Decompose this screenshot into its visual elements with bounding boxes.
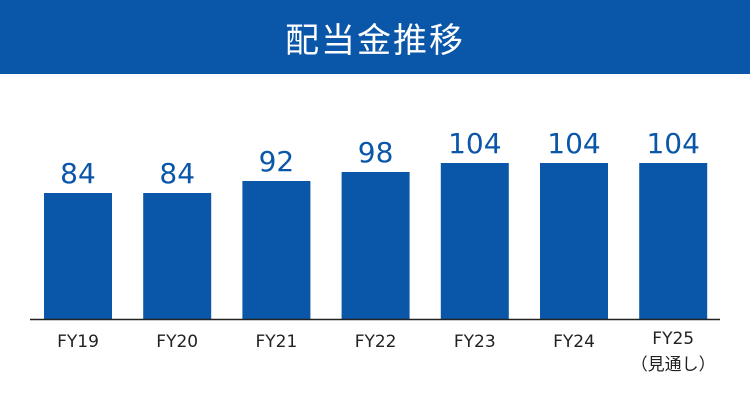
bars-group [44, 163, 708, 319]
bar-fy21 [242, 181, 311, 319]
bar-fy25 [639, 163, 708, 319]
tick-label-fy24: FY24 [553, 332, 595, 352]
tick-label-fy23: FY23 [454, 332, 496, 352]
value-label-fy19: 84 [60, 157, 96, 190]
chart-title: 配当金推移 [285, 20, 465, 61]
tick-labels-group: FY19 FY20 FY21 FY22 FY23 FY24 FY25 （見通し） [57, 329, 716, 375]
bar-fy22 [341, 172, 410, 319]
value-label-fy22: 98 [358, 136, 394, 169]
value-label-fy23: 104 [448, 127, 501, 160]
value-label-fy25: 104 [646, 127, 699, 160]
title-bar: 配当金推移 [0, 0, 750, 74]
bar-fy24 [540, 163, 608, 319]
bar-fy19 [44, 193, 112, 319]
tick-label-fy22: FY22 [355, 332, 397, 352]
tick-note-fy25: （見通し） [631, 355, 716, 375]
value-label-fy21: 92 [259, 145, 295, 178]
value-labels-group: 84 84 92 98 104 104 104 [60, 127, 700, 190]
bar-fy23 [440, 163, 509, 319]
value-label-fy24: 104 [547, 127, 600, 160]
tick-label-fy19: FY19 [57, 332, 99, 352]
value-label-fy20: 84 [159, 157, 195, 190]
tick-label-fy20: FY20 [156, 332, 198, 352]
bar-fy20 [143, 193, 212, 319]
tick-label-fy21: FY21 [256, 332, 298, 352]
tick-label-fy25: FY25 [652, 329, 694, 349]
